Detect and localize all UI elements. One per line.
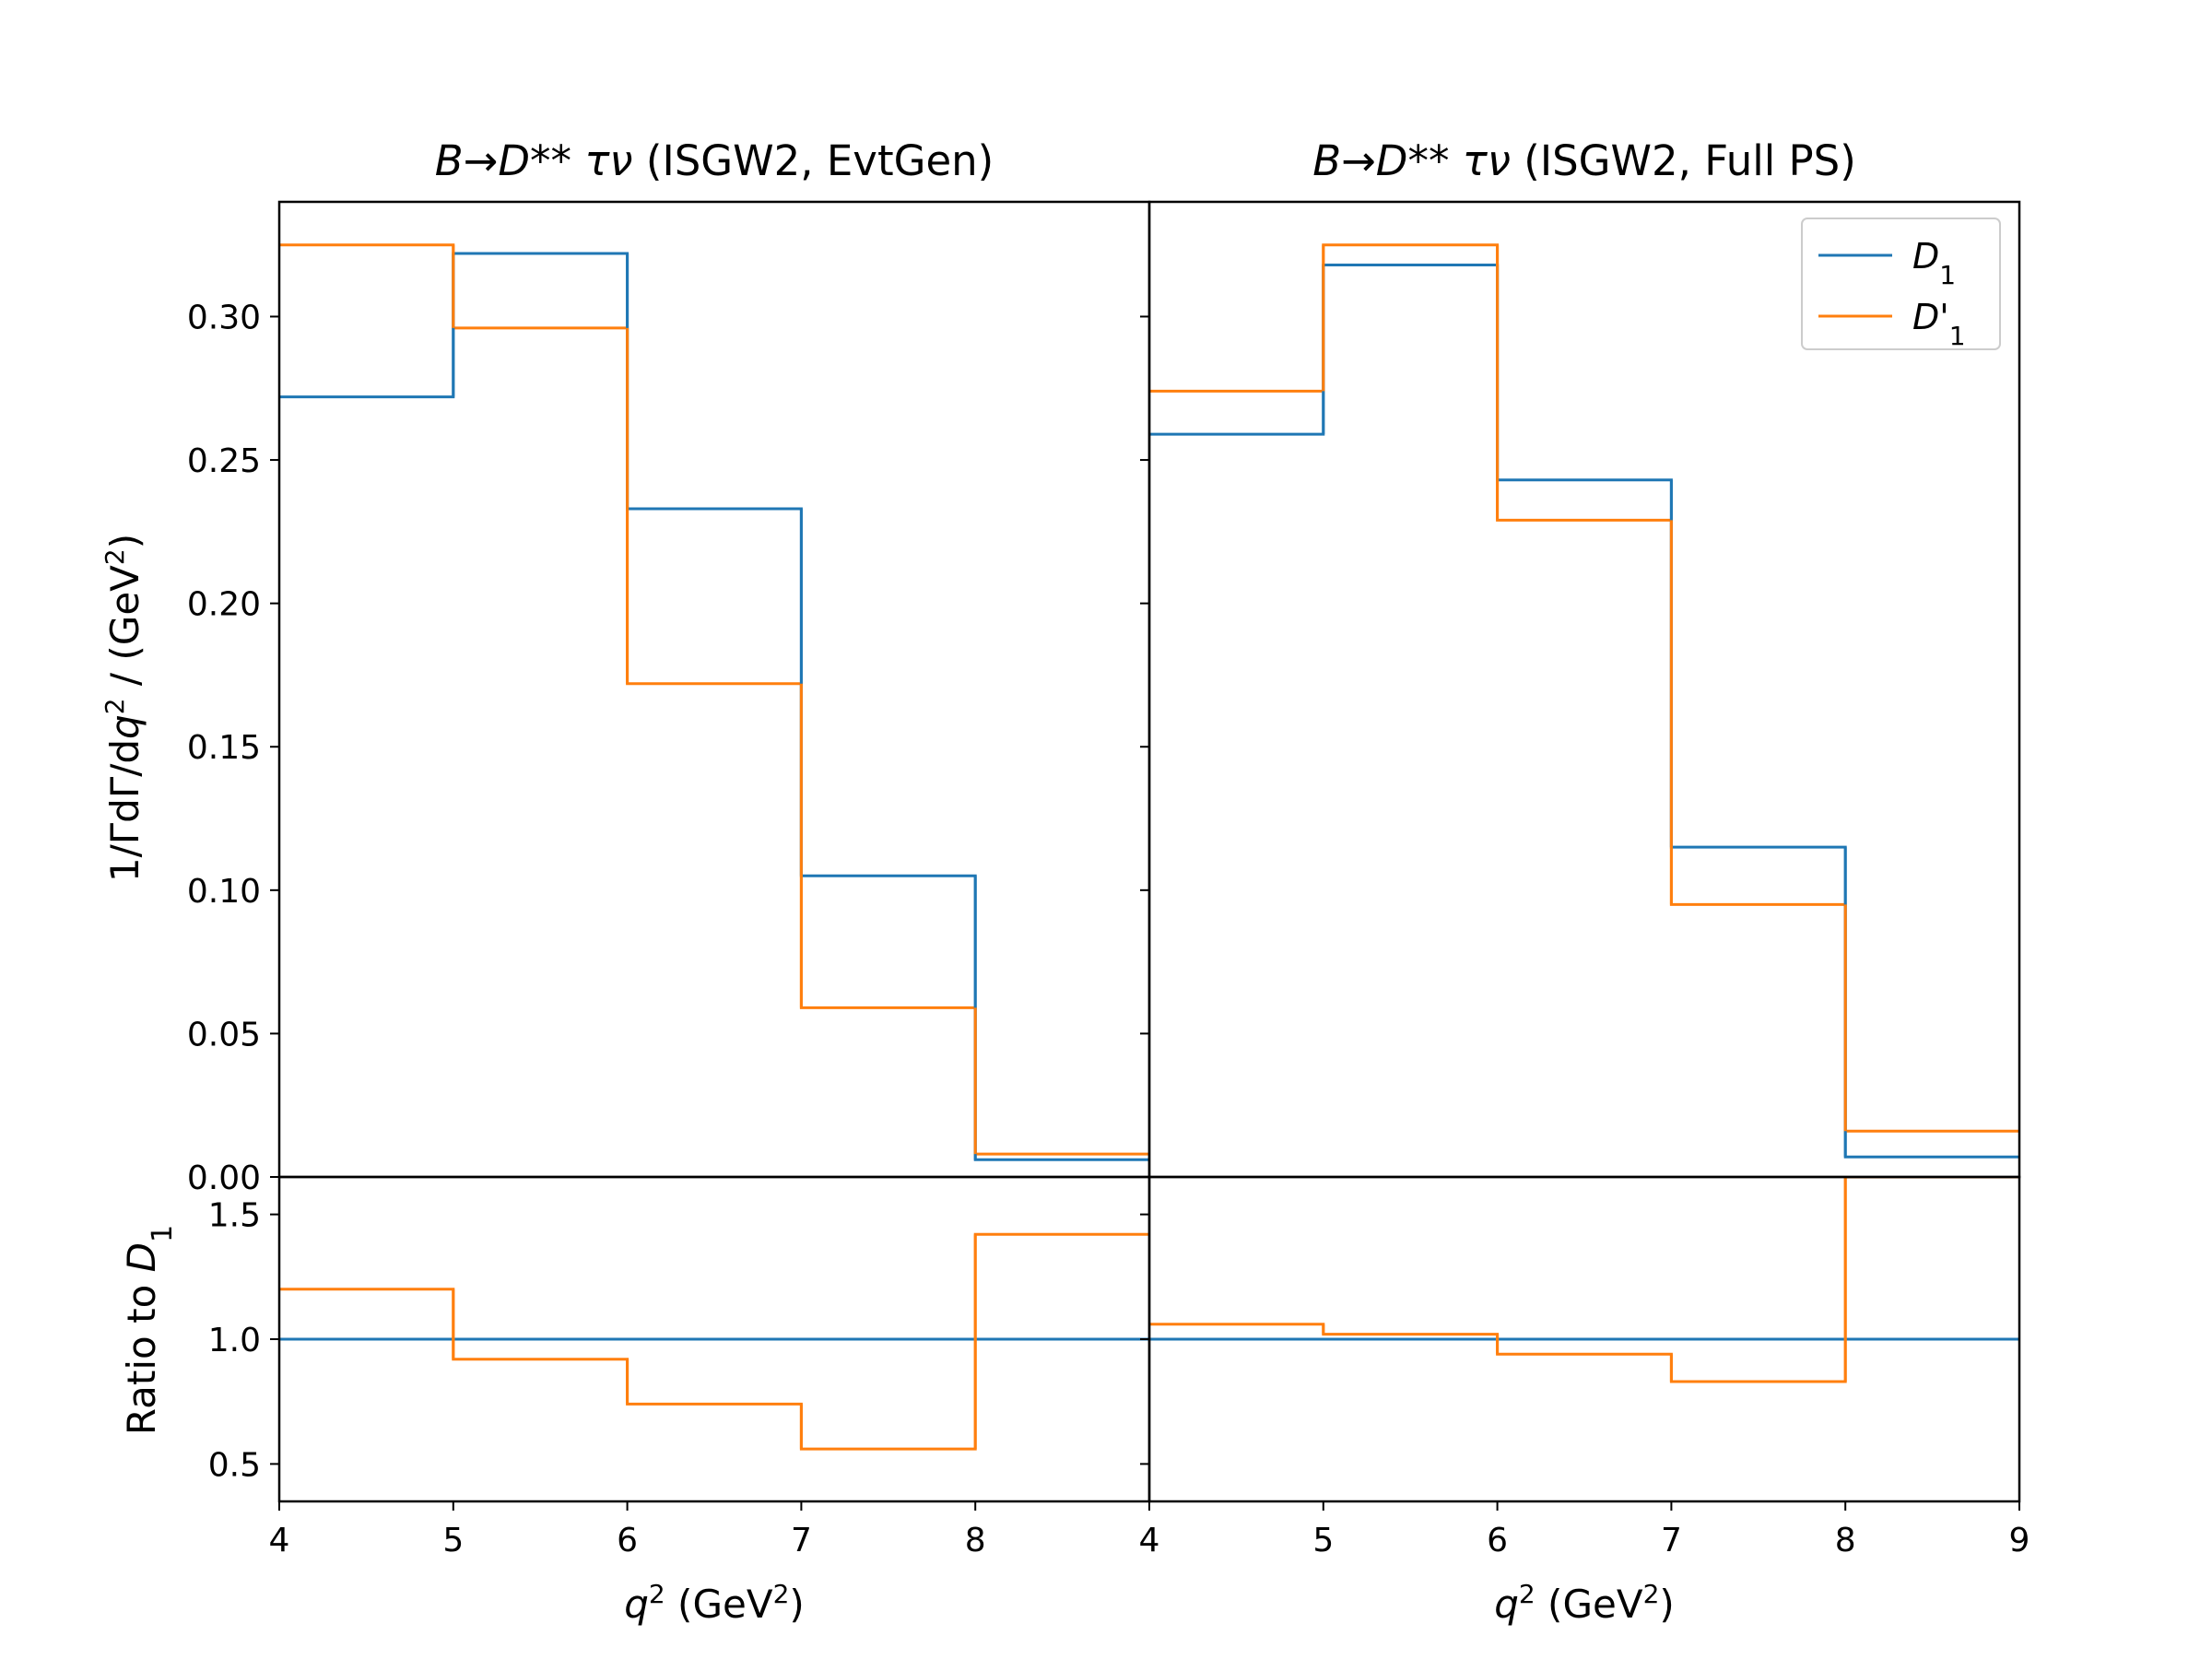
y-tick-label: 0.30 (187, 299, 261, 336)
y-tick-label: 0.00 (187, 1159, 261, 1197)
panel-bottom-right (1149, 1177, 2019, 1383)
panel-title-evtgen: B→D** τν (ISGW2, EvtGen) (435, 136, 994, 185)
panel-title-fullps: B→D** τν (ISGW2, Full PS) (1312, 136, 1856, 185)
x-tick-label: 8 (1835, 1522, 1856, 1559)
panel-bottom-left (279, 1232, 1149, 1451)
x-tick-label: 5 (1312, 1522, 1334, 1559)
x-tick-label: 4 (269, 1522, 290, 1559)
y-tick-label: 0.10 (187, 873, 261, 911)
axes-frame (277, 200, 1151, 1179)
x-axis-label-right: q2 (GeV2) (1494, 1579, 1675, 1628)
series-line-d1 (279, 252, 1149, 1161)
y-tick-label: 0.15 (187, 729, 261, 767)
x-tick-label: 6 (1487, 1522, 1508, 1559)
series-line-d1-prime (279, 1232, 1149, 1451)
y-axis-label-top: 1/ΓdΓ/dq2 / (GeV2) (100, 534, 148, 882)
series-line-d1-prime (1149, 1177, 2019, 1383)
y-tick-label: 0.20 (187, 586, 261, 624)
x-tick-label: 7 (1661, 1522, 1682, 1559)
panel-top-right (1149, 243, 2019, 1159)
x-axis-label-left: q2 (GeV2) (624, 1579, 805, 1628)
legend-label-d1-prime: D'1 (1912, 297, 1966, 351)
y-tick-label: 0.05 (187, 1016, 261, 1053)
x-tick-label: 8 (965, 1522, 986, 1559)
x-tick-label: 4 (1139, 1522, 1160, 1559)
legend: D1D'1 (1801, 218, 2001, 351)
y-tick-label: 1.0 (208, 1322, 261, 1359)
y-axis-label-bottom: Ratio to D1 (119, 1225, 179, 1435)
legend-box (1801, 218, 2001, 350)
series-line-d1-prime (279, 243, 1149, 1156)
x-tick-label: 9 (2009, 1522, 2030, 1559)
legend-label-d1: D1 (1912, 236, 1956, 290)
y-tick-label: 0.5 (208, 1446, 261, 1484)
y-tick-label: 1.5 (208, 1197, 261, 1235)
x-tick-label: 5 (442, 1522, 464, 1559)
x-tick-label: 6 (617, 1522, 638, 1559)
x-tick-label: 7 (791, 1522, 812, 1559)
axes-frame (1147, 1175, 2021, 1503)
y-tick-label: 0.25 (187, 442, 261, 480)
series-line-d1-prime (1149, 243, 2019, 1133)
panel-top-left (279, 243, 1149, 1161)
series-line-d1 (1149, 264, 2019, 1159)
